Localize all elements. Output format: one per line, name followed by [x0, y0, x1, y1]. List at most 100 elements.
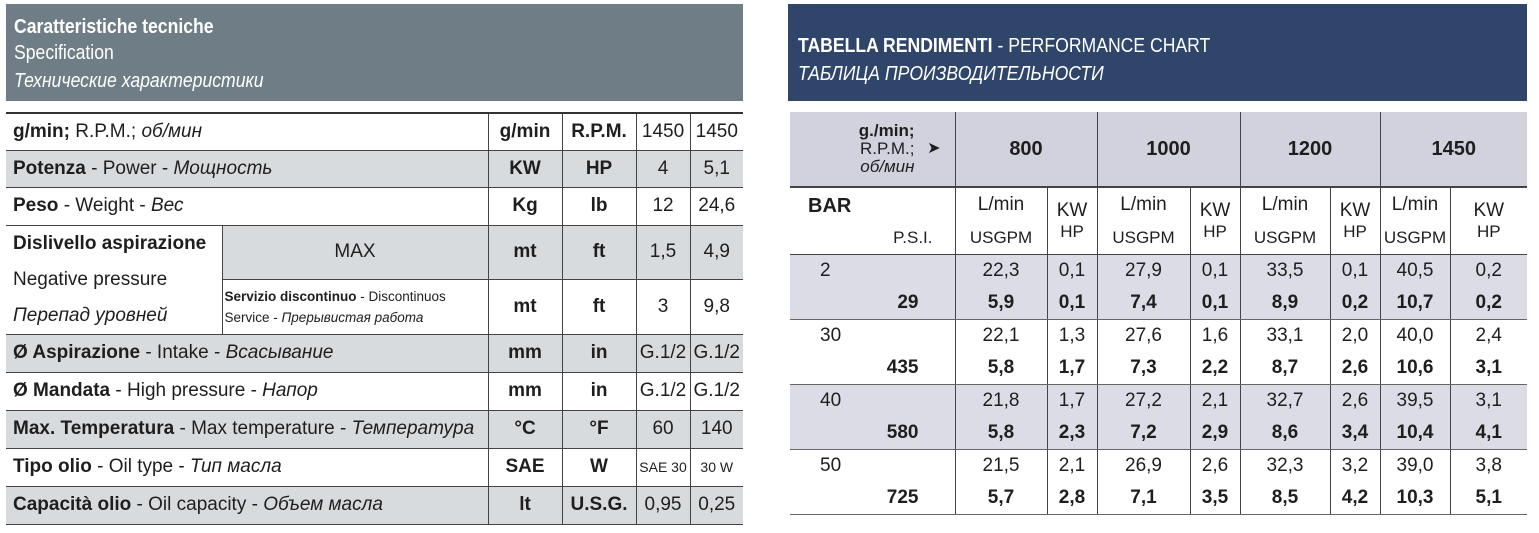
- label-en: - Oil type -: [91, 456, 190, 477]
- spec-row: Ø Aspirazione - Intake - Всасывание mm in G…: [6, 334, 744, 373]
- hp-value: 3,5: [1201, 487, 1229, 508]
- psi-label: P.S.I.: [893, 227, 933, 247]
- label-it: Servizio discontinuo: [224, 288, 357, 304]
- hp-value: 0,1: [1058, 292, 1086, 313]
- rpm-header: 1200: [1239, 112, 1380, 188]
- kw-value: 2,1: [1201, 390, 1229, 411]
- power-cell: 0,1 0,2: [1329, 254, 1380, 320]
- flow-cell: 27,6 7,3: [1096, 319, 1190, 385]
- unit-imperial: °F: [561, 410, 637, 449]
- power-cell: 0,2 0,2: [1449, 254, 1527, 320]
- usgpm-value: 5,7: [987, 487, 1015, 508]
- hp-label: HP: [1060, 222, 1084, 241]
- power-cell: 2,6 3,5: [1189, 449, 1240, 515]
- bar-value: 30: [820, 325, 842, 346]
- hp-value: 3,1: [1475, 357, 1502, 378]
- hp-value: 0,2: [1475, 292, 1502, 313]
- power-cell: 2,4 3,1: [1449, 319, 1527, 385]
- lmin-label: L/min: [1120, 194, 1167, 215]
- suction-it: Dislivello aspirazione: [13, 232, 207, 254]
- unit-imperial: in: [561, 372, 637, 411]
- table-cell: Potenza - Power - Мощность: [6, 150, 489, 188]
- label-en: - Max temperature -: [174, 418, 352, 439]
- table-cell: Tipo olio - Oil type - Тип масла: [6, 448, 489, 487]
- suction-en: Negative pressure: [13, 268, 168, 290]
- psi-value: 725: [886, 487, 919, 508]
- unit-imperial: in: [561, 334, 637, 373]
- usgpm-value: 10,3: [1396, 487, 1434, 508]
- flow-cell: 40,5 10,7: [1379, 254, 1450, 320]
- flow-cell: 27,9 7,4: [1096, 254, 1190, 320]
- value-metric: SAE 30: [635, 448, 691, 487]
- power-unit-header: KW HP: [1329, 187, 1380, 255]
- corner-rpm: R.P.M.;: [860, 139, 915, 158]
- kw-label: KW: [1339, 200, 1371, 221]
- value-metric: 12: [635, 187, 691, 226]
- label-en: - Discontinuos Service -: [224, 288, 446, 325]
- spec-row-suction-disc: Servizio discontinuo - Discontinuos Serv…: [6, 279, 744, 335]
- lmin-value: 39,0: [1396, 455, 1434, 476]
- hp-value: 2,3: [1058, 422, 1086, 443]
- unit-imperial: R.P.M.: [561, 113, 637, 151]
- lmin-value: 27,6: [1125, 325, 1162, 346]
- flow-cell: 39,0 10,3: [1379, 449, 1450, 515]
- value-imperial: G.1/2: [689, 372, 744, 411]
- unit-metric: mm: [487, 334, 563, 373]
- value-metric: 1450: [635, 113, 691, 151]
- perf-header: TABELLA RENDIMENTI - PERFORMANCE CHART Т…: [788, 4, 1527, 101]
- lmin-value: 40,0: [1396, 325, 1434, 346]
- unit-metric: KW: [487, 150, 563, 188]
- table-cell: Max. Temperatura - Max temperature - Тем…: [6, 410, 489, 449]
- value-imperial: 4,9: [689, 225, 744, 280]
- label-en: - Power -: [85, 157, 174, 179]
- flow-cell: 22,3 5,9: [954, 254, 1047, 320]
- flow-cell: 33,5 8,9: [1239, 254, 1330, 320]
- hp-value: 2,2: [1201, 357, 1229, 378]
- label-ru: Мощность: [173, 157, 273, 179]
- unit-metric: g/min: [487, 113, 563, 151]
- table-cell: Ø Mandata - High pressure - Напор: [6, 372, 489, 411]
- kw-value: 2,4: [1475, 325, 1502, 346]
- unit-metric: mt: [487, 279, 563, 335]
- value-metric: G.1/2: [635, 372, 691, 411]
- lmin-value: 27,9: [1125, 260, 1162, 281]
- value-metric: 3: [635, 279, 691, 335]
- usgpm-value: 7,2: [1130, 422, 1157, 443]
- lmin-value: 33,1: [1266, 325, 1304, 346]
- flow-cell: 33,1 8,7: [1239, 319, 1330, 385]
- spec-header: Caratteristiche tecniche Specification Т…: [6, 4, 743, 101]
- value-metric: G.1/2: [635, 334, 691, 373]
- value-metric: 60: [635, 410, 691, 449]
- label-it: Ø Mandata: [13, 380, 111, 401]
- kw-value: 1,3: [1058, 325, 1086, 346]
- hp-value: 2,9: [1201, 422, 1229, 443]
- spec-row: Potenza - Power - Мощность KW HP 4 5,1: [6, 150, 744, 188]
- corner-rpm-ru: об/мин: [860, 157, 915, 176]
- kw-value: 0,1: [1058, 260, 1086, 281]
- label-ru: Напор: [262, 380, 318, 401]
- label-it: g/min;: [13, 120, 70, 142]
- kw-value: 1,6: [1201, 325, 1229, 346]
- spec-row: Capacità olio - Oil capacity - Объем мас…: [6, 486, 744, 525]
- usgpm-value: 7,1: [1130, 487, 1157, 508]
- bar-value: 40: [820, 390, 842, 411]
- power-unit-header: KW HP: [1046, 187, 1097, 255]
- power-cell: 3,1 4,1: [1449, 384, 1527, 450]
- power-cell: 1,6 2,2: [1189, 319, 1240, 385]
- pressure-cell: 30 435: [790, 319, 955, 385]
- flow-cell: 21,5 5,7: [954, 449, 1047, 515]
- usgpm-label: USGPM: [1112, 228, 1175, 247]
- suction-label: Dislivello aspirazione Negative pressure П…: [6, 225, 222, 335]
- lmin-label: L/min: [1391, 194, 1439, 215]
- hp-value: 2,6: [1341, 357, 1369, 378]
- performance-row: 40 580 21,8 5,8 1,7 2,3 27,2 7,2 2,1 2,9 32,7 8,6 2,…: [790, 384, 1527, 450]
- label-it: Peso: [13, 195, 59, 216]
- unit-imperial: U.S.G.: [561, 486, 637, 525]
- bar-value: 50: [820, 455, 842, 476]
- label-en: - Oil capacity -: [131, 494, 264, 515]
- corner-gmin: g./min;: [858, 121, 915, 140]
- hp-value: 5,1: [1475, 487, 1502, 508]
- table-cell: Capacità olio - Oil capacity - Объем мас…: [6, 486, 489, 525]
- pressure-cell: 50 725: [790, 449, 955, 515]
- usgpm-value: 8,7: [1271, 357, 1299, 378]
